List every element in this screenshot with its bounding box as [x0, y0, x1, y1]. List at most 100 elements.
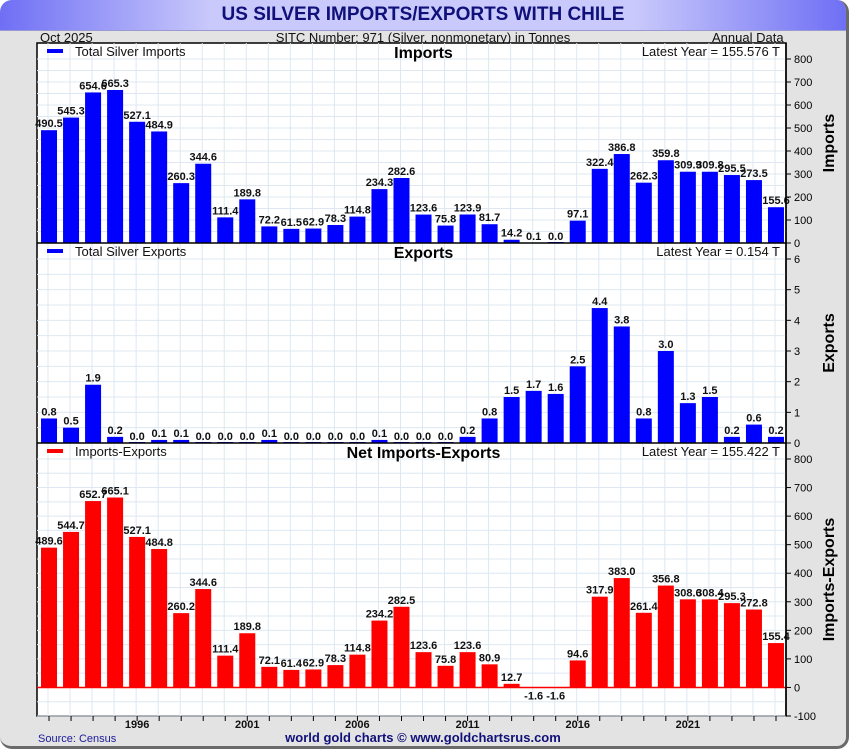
data-label: 652.7 — [79, 489, 107, 501]
data-label: 359.8 — [652, 148, 680, 160]
data-label: 0.0 — [416, 431, 431, 443]
bar-2008 — [393, 178, 410, 243]
bar-1998 — [173, 439, 190, 443]
data-label: 0.0 — [394, 431, 409, 443]
y-axis-title: Exports — [821, 313, 838, 373]
data-label: 272.8 — [740, 598, 768, 610]
data-label: 0.0 — [350, 431, 365, 443]
y-tick-label: -100 — [794, 711, 816, 723]
y-tick-label: 800 — [794, 454, 812, 466]
y-tick-label: 3 — [794, 346, 800, 358]
bar-1999 — [195, 589, 212, 688]
bar-2016 — [569, 660, 586, 688]
x-tick-label: 2011 — [456, 719, 480, 731]
bar-1992 — [41, 547, 58, 688]
data-label: 527.1 — [123, 525, 151, 537]
data-label: 3.0 — [658, 339, 673, 351]
data-label: 344.6 — [189, 577, 217, 589]
y-tick-label: 800 — [794, 54, 812, 66]
bar-2024 — [745, 180, 762, 243]
data-label: 0.1 — [262, 428, 277, 440]
data-label: 0.5 — [63, 416, 78, 428]
data-label: 78.3 — [325, 213, 346, 225]
data-label: 0.0 — [438, 431, 453, 443]
data-label: 0.1 — [174, 428, 189, 440]
bar-2022 — [701, 599, 718, 688]
legend-label: Total Silver Exports — [75, 244, 187, 259]
data-label: 3.8 — [614, 314, 629, 326]
y-tick-label: 700 — [794, 77, 812, 89]
panel-title: Imports — [394, 45, 453, 62]
bar-2023 — [723, 436, 740, 443]
data-label: 189.8 — [234, 621, 262, 633]
y-tick-label: 200 — [794, 192, 812, 204]
bar-2002 — [261, 666, 278, 688]
legend-swatch — [47, 49, 63, 53]
y-tick-label: 200 — [794, 625, 812, 637]
bar-2023 — [723, 175, 740, 243]
data-label: 282.5 — [388, 595, 416, 607]
data-label: 0.0 — [306, 431, 321, 443]
data-label: 189.8 — [234, 187, 262, 199]
chart-title: US SILVER IMPORTS/EXPORTS WITH CHILE — [221, 4, 625, 25]
bar-2016 — [569, 366, 586, 443]
bar-2021 — [679, 599, 696, 688]
data-label: 1.7 — [526, 379, 541, 391]
bar-2018 — [613, 326, 630, 443]
bar-1994 — [85, 92, 102, 243]
y-axis-title: Imports-Exports — [821, 518, 838, 642]
bar-2004 — [305, 669, 322, 688]
y-tick-label: 4 — [794, 315, 800, 327]
bar-1998 — [173, 183, 190, 243]
y-tick-label: 600 — [794, 100, 812, 112]
frequency-label: Annual Data — [712, 30, 784, 45]
data-label: 261.4 — [630, 601, 658, 613]
data-label: 527.1 — [123, 110, 151, 122]
y-tick-label: 100 — [794, 654, 812, 666]
bar-2007 — [371, 620, 388, 688]
data-label: 308.4 — [696, 587, 724, 599]
bar-2014 — [525, 687, 542, 688]
data-label: 123.6 — [410, 203, 438, 215]
data-label: 123.6 — [454, 640, 482, 652]
data-label: 545.3 — [57, 106, 85, 118]
bar-2001 — [239, 633, 256, 688]
data-label: 282.6 — [388, 166, 416, 178]
y-tick-label: 1 — [794, 407, 800, 419]
panel-title: Net Imports-Exports — [347, 445, 501, 462]
bar-2008 — [393, 606, 410, 688]
bar-2017 — [591, 168, 608, 243]
bar-1996 — [129, 536, 146, 688]
bar-1995 — [107, 436, 124, 443]
data-label: 114.8 — [344, 643, 371, 655]
bar-2020 — [657, 585, 674, 688]
bar-1997 — [151, 549, 168, 688]
data-label: 1.9 — [85, 373, 100, 385]
bar-2010 — [437, 665, 454, 688]
bar-2001 — [239, 199, 256, 243]
data-label: 0.0 — [548, 231, 563, 243]
data-label: 0.0 — [284, 431, 299, 443]
data-label: 81.7 — [479, 212, 500, 224]
bar-2011 — [459, 652, 476, 688]
data-label: 94.6 — [567, 648, 588, 660]
data-label: 155.4 — [762, 631, 790, 643]
credit-label: world gold charts © www.goldchartsrus.co… — [285, 730, 561, 745]
bar-1992 — [41, 418, 58, 443]
bar-2019 — [635, 612, 652, 688]
bar-2011 — [459, 214, 476, 243]
bar-1997 — [151, 131, 168, 243]
latest-year-label: Latest Year = 155.422 T — [642, 444, 780, 459]
bar-2005 — [327, 665, 344, 688]
bar-2002 — [261, 226, 278, 243]
bar-2019 — [635, 418, 652, 443]
data-label: 308.6 — [674, 587, 702, 599]
x-tick-label: 2016 — [565, 719, 589, 731]
y-tick-label: 300 — [794, 169, 812, 181]
data-label: 383.0 — [608, 566, 636, 578]
bar-2002 — [261, 439, 278, 443]
bar-1997 — [151, 439, 168, 443]
x-tick-label: 2021 — [676, 719, 700, 731]
bar-2009 — [415, 652, 432, 688]
